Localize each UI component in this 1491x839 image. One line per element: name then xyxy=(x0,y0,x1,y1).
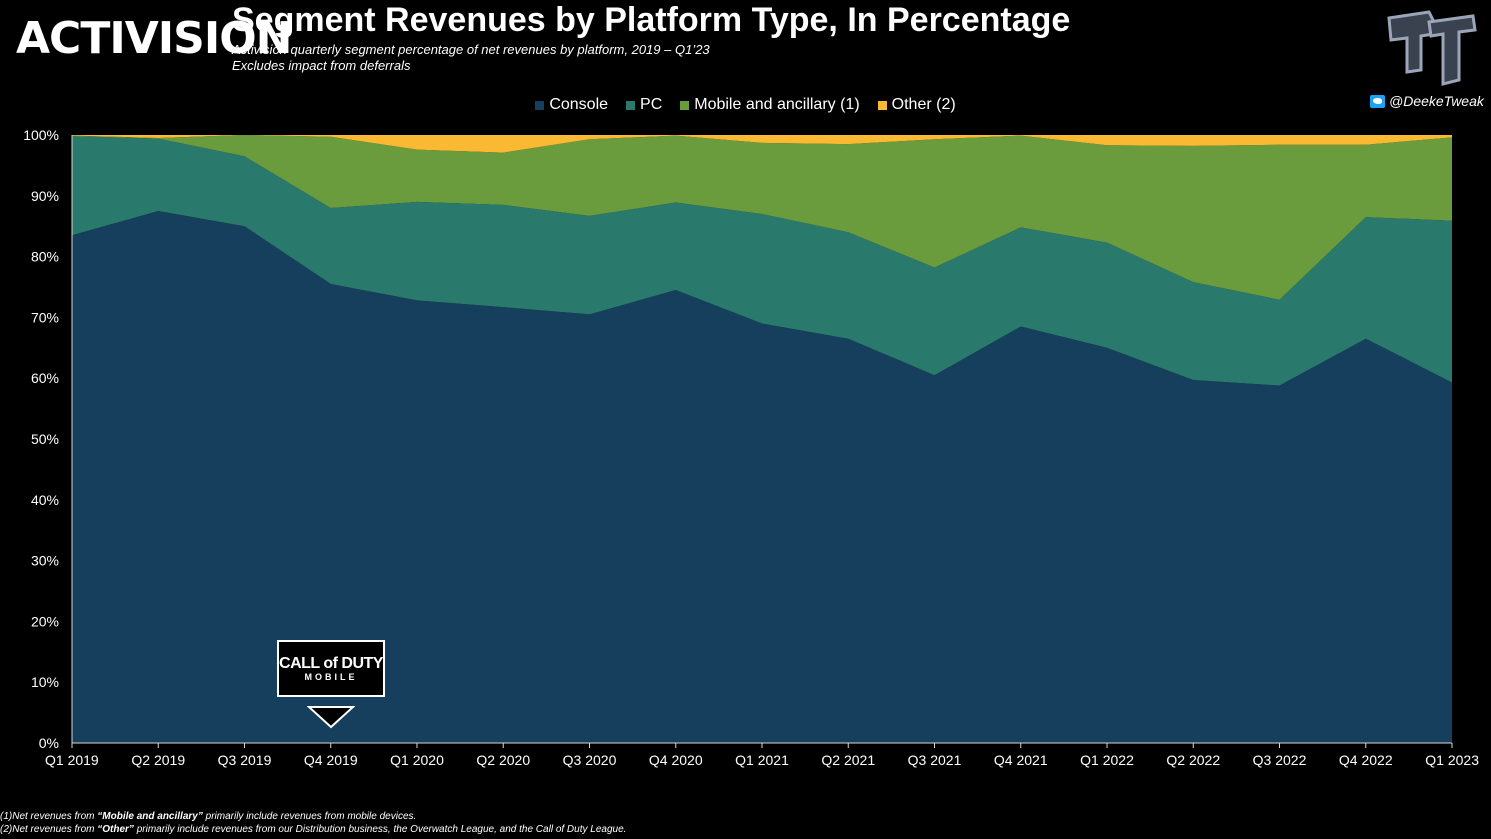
y-tick-label: 80% xyxy=(31,249,59,265)
x-tick-label: Q3 2021 xyxy=(908,752,962,768)
legend-label-pc: PC xyxy=(640,96,663,113)
x-tick-label: Q2 2021 xyxy=(821,752,875,768)
legend-label-mobile: Mobile and ancillary (1) xyxy=(694,96,860,113)
legend-item-pc: PC xyxy=(626,96,662,114)
y-tick-label: 0% xyxy=(39,735,59,751)
x-tick-label: Q3 2019 xyxy=(218,752,272,768)
tweaktown-logo-icon xyxy=(1387,10,1477,86)
footnote-1: (1)Net revenues from “Mobile and ancilla… xyxy=(0,811,417,822)
y-tick-label: 40% xyxy=(31,492,59,508)
area-series-other xyxy=(72,135,1452,153)
cod-badge-subtitle: MOBILE xyxy=(304,671,358,682)
y-tick-label: 20% xyxy=(31,613,59,629)
y-tick-label: 60% xyxy=(31,370,59,386)
x-tick-label: Q1 2021 xyxy=(735,752,789,768)
legend-swatch-pc xyxy=(626,100,636,110)
y-tick-label: 90% xyxy=(31,188,59,204)
legend-label-other: Other (2) xyxy=(891,96,956,113)
y-tick-label: 70% xyxy=(31,309,59,325)
twitter-handle: @DeekeTweak xyxy=(1370,93,1484,109)
x-tick-label: Q3 2020 xyxy=(563,752,617,768)
down-arrow-icon xyxy=(307,706,355,729)
legend-item-other: Other (2) xyxy=(877,96,956,114)
activision-logo: ACTIVISION xyxy=(16,13,292,64)
y-tick-label: 50% xyxy=(31,431,59,447)
area-series-mobile xyxy=(72,135,1452,300)
y-tick-label: 100% xyxy=(23,127,59,143)
footnote-2: (2)Net revenues from “Other” primarily i… xyxy=(0,824,627,835)
x-tick-label: Q1 2020 xyxy=(390,752,444,768)
x-tick-label: Q2 2020 xyxy=(476,752,530,768)
legend-item-mobile: Mobile and ancillary (1) xyxy=(680,96,860,114)
x-tick-label: Q4 2019 xyxy=(304,752,358,768)
x-tick-label: Q2 2019 xyxy=(131,752,185,768)
legend-swatch-console xyxy=(535,100,545,110)
chart-subtitle-note: Excludes impact from deferrals xyxy=(232,58,411,73)
legend-item-console: Console xyxy=(535,96,608,114)
chart-title: Segment Revenues by Platform Type, In Pe… xyxy=(232,1,1071,39)
area-series-console xyxy=(72,211,1452,743)
x-tick-label: Q4 2022 xyxy=(1339,752,1393,768)
y-tick-label: 30% xyxy=(31,553,59,569)
cod-badge-title: CALL of DUTY xyxy=(279,654,383,672)
x-tick-label: Q3 2022 xyxy=(1253,752,1307,768)
chart-legend: Console PC Mobile and ancillary (1) Othe… xyxy=(0,96,1491,114)
x-tick-label: Q1 2019 xyxy=(45,752,99,768)
area-series-pc xyxy=(72,136,1452,386)
legend-swatch-other xyxy=(877,100,887,110)
call-of-duty-mobile-badge: CALL of DUTY MOBILE xyxy=(277,640,385,697)
twitter-handle-text: @DeekeTweak xyxy=(1389,93,1484,109)
footnotes: (1)Net revenues from “Mobile and ancilla… xyxy=(0,810,626,836)
chart-subtitle: Activision quarterly segment percentage … xyxy=(232,42,710,57)
x-tick-label: Q4 2020 xyxy=(649,752,703,768)
x-tick-label: Q2 2022 xyxy=(1166,752,1220,768)
x-tick-label: Q4 2021 xyxy=(994,752,1048,768)
twitter-icon xyxy=(1370,94,1385,108)
y-tick-label: 10% xyxy=(31,674,59,690)
legend-label-console: Console xyxy=(549,96,609,113)
x-tick-label: Q1 2023 xyxy=(1425,752,1479,768)
x-tick-label: Q1 2022 xyxy=(1080,752,1134,768)
legend-swatch-mobile xyxy=(680,100,690,110)
